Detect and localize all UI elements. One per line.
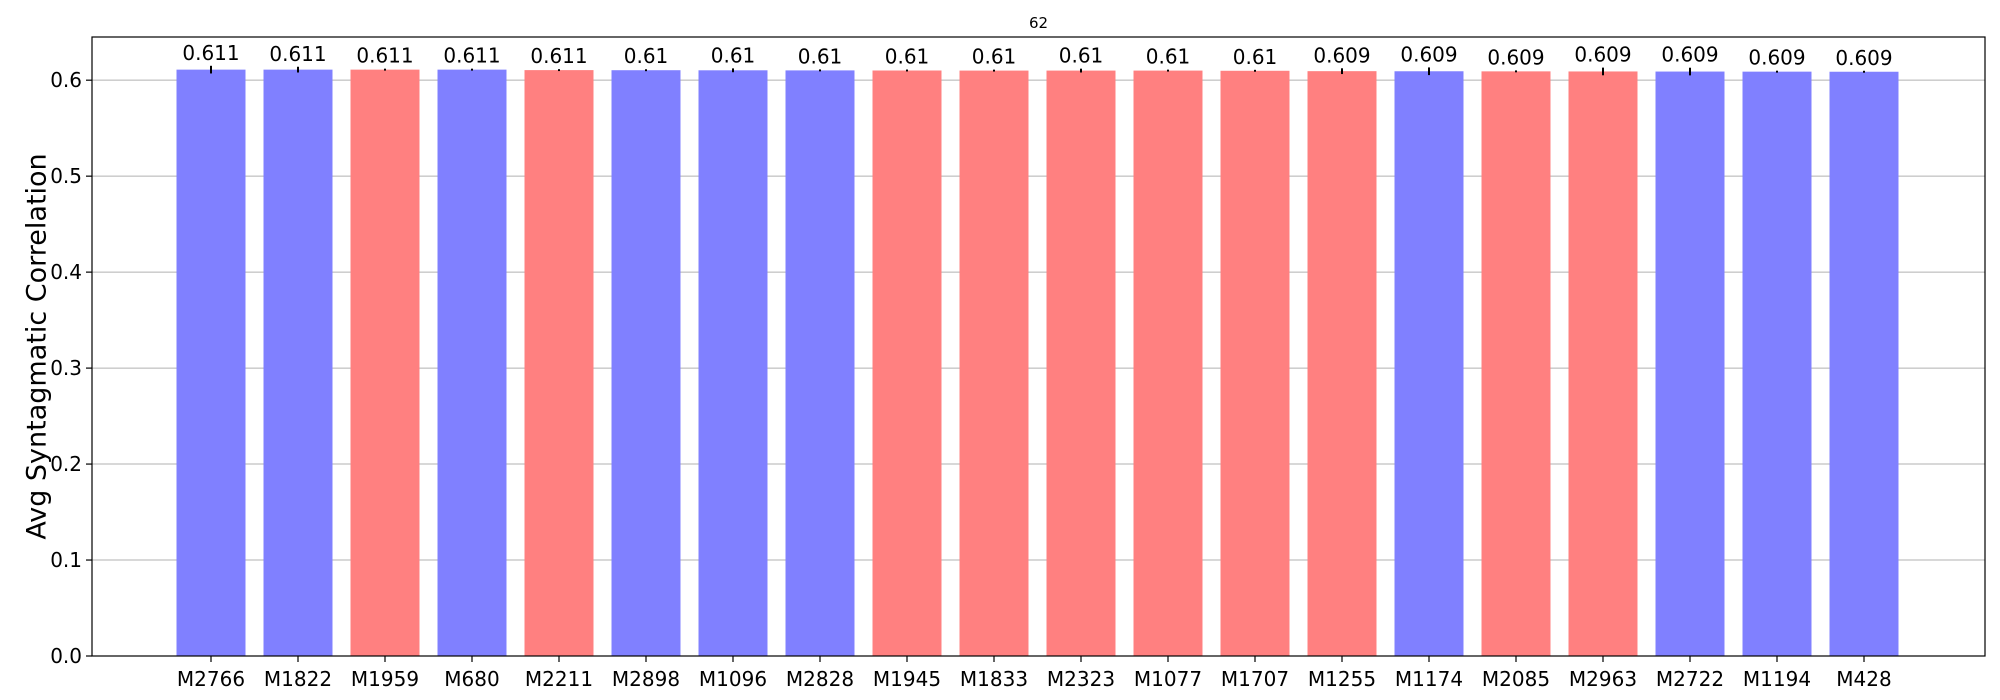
- bar: [1568, 71, 1638, 656]
- x-tick-label: M680: [444, 667, 499, 691]
- data-label: 0.609: [1313, 43, 1370, 67]
- x-tick-label: M2828: [786, 667, 854, 691]
- plot-frame: [91, 36, 1986, 657]
- y-tick-label: 0.4: [50, 260, 82, 284]
- chart-title: 62: [1029, 14, 1048, 32]
- bar: [437, 69, 507, 656]
- data-label: 0.611: [182, 41, 239, 65]
- bar: [1220, 70, 1290, 657]
- data-label: 0.61: [1146, 45, 1191, 69]
- bar: [959, 70, 1029, 656]
- data-label: 0.61: [624, 44, 669, 68]
- x-tick-label: M2211: [525, 667, 593, 691]
- bar: [1046, 70, 1116, 656]
- bar: [263, 69, 333, 656]
- bar: [524, 70, 594, 656]
- x-tick-label: M1822: [264, 667, 332, 691]
- data-label: 0.611: [443, 44, 500, 68]
- bar: [1481, 71, 1551, 657]
- x-tick-label: M1945: [873, 667, 941, 691]
- bar: [1655, 71, 1725, 657]
- y-tick-label: 0.3: [50, 356, 82, 380]
- x-tick-label: M1833: [960, 667, 1028, 691]
- bar: [872, 70, 942, 657]
- y-tick-label: 0.0: [50, 644, 82, 668]
- y-tick-label: 0.2: [50, 452, 82, 476]
- bars: [176, 69, 1899, 657]
- x-axis-ticks: M2766 M1822 M1959 M680 M2211 M2898 M1096 M2828 M…: [177, 656, 1892, 691]
- error-bars: [210, 65, 1865, 76]
- bar: [176, 69, 246, 656]
- data-label: 0.611: [530, 44, 587, 68]
- bar: [698, 70, 768, 656]
- y-axis-label: Avg Syntagmatic Correlation: [21, 153, 52, 539]
- x-tick-label: M2085: [1482, 667, 1550, 691]
- x-tick-label: M1959: [351, 667, 419, 691]
- bar: [1742, 71, 1812, 657]
- data-label: 0.611: [356, 44, 413, 68]
- data-labels: 0.611 0.611 0.611 0.611 0.611 0.61 0.61 0.61 0.6…: [182, 41, 1892, 70]
- x-tick-label: M2323: [1047, 667, 1115, 691]
- x-tick-label: M1255: [1308, 667, 1376, 691]
- data-label: 0.609: [1748, 46, 1805, 70]
- bar: [1829, 71, 1899, 656]
- x-tick-label: M428: [1836, 667, 1891, 691]
- x-tick-label: M1077: [1134, 667, 1202, 691]
- data-label: 0.609: [1574, 43, 1631, 67]
- data-label: 0.611: [269, 42, 326, 66]
- x-tick-label: M1194: [1743, 667, 1811, 691]
- data-label: 0.61: [885, 45, 930, 69]
- bar: [1394, 71, 1464, 657]
- data-label: 0.61: [1233, 45, 1278, 69]
- bar: [1133, 70, 1203, 656]
- data-label: 0.609: [1487, 45, 1544, 69]
- y-tick-label: 0.6: [50, 68, 82, 92]
- y-axis-ticks: 0.0 0.1 0.2 0.3 0.4 0.5 0.6: [50, 68, 92, 668]
- data-label: 0.61: [711, 43, 756, 67]
- x-tick-label: M1096: [699, 667, 767, 691]
- x-tick-label: M1707: [1221, 667, 1289, 691]
- x-tick-label: M2898: [612, 667, 680, 691]
- data-label: 0.609: [1835, 46, 1892, 70]
- data-label: 0.609: [1661, 43, 1718, 67]
- data-label: 0.61: [1059, 44, 1104, 68]
- bar: [785, 70, 855, 656]
- bar: [350, 69, 420, 656]
- x-tick-label: M2722: [1656, 667, 1724, 691]
- bar: [611, 70, 681, 657]
- data-label: 0.61: [798, 44, 843, 68]
- x-tick-label: M2766: [177, 667, 245, 691]
- data-label: 0.61: [972, 45, 1017, 69]
- bar: [1307, 71, 1377, 656]
- x-tick-label: M1174: [1395, 667, 1463, 691]
- data-label: 0.609: [1400, 42, 1457, 66]
- x-tick-label: M2963: [1569, 667, 1637, 691]
- y-tick-label: 0.5: [50, 164, 82, 188]
- y-tick-label: 0.1: [50, 548, 82, 572]
